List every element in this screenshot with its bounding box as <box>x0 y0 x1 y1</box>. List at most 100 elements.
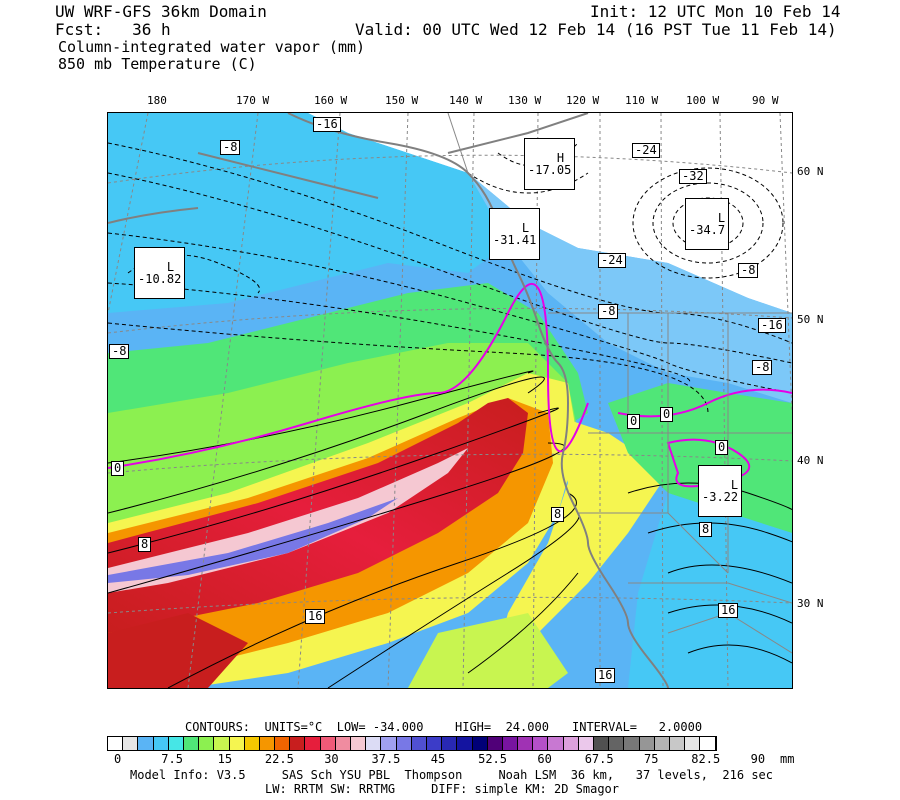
colorbar-swatch <box>442 737 458 750</box>
contour-label: -16 <box>313 117 341 132</box>
colorbar-swatch <box>138 737 154 750</box>
colorbar-swatch <box>199 737 215 750</box>
colorbar-swatch <box>609 737 625 750</box>
low-center-label: L -10.82 <box>134 247 186 299</box>
lon-label: 110 W <box>625 94 659 107</box>
colorbar-swatch <box>624 737 640 750</box>
colorbar-tick-label: 22.5 <box>264 752 294 766</box>
vapor-band-purple <box>108 498 398 583</box>
colorbar-swatch <box>290 737 306 750</box>
lon-label: 130 W <box>508 94 542 107</box>
colorbar-swatch <box>457 737 473 750</box>
colorbar-tick-label: 75 <box>644 752 659 766</box>
lon-label: 150 W <box>385 94 419 107</box>
colorbar-swatch <box>669 737 686 750</box>
high-center-label: H -17.05 <box>524 138 576 190</box>
low-center-label: L -3.22 <box>698 465 743 517</box>
colorbar-tick-label: 0 <box>114 752 122 766</box>
contour-label: 0 <box>715 440 729 455</box>
lon-label: 120 W <box>566 94 600 107</box>
colorbar-swatch <box>168 737 184 750</box>
lon-label: 140 W <box>449 94 483 107</box>
vapor-band-red-sw <box>108 613 248 688</box>
contour-label: -32 <box>679 169 707 184</box>
colorbar-swatch <box>183 737 200 750</box>
colorbar-tick-label: 7.5 <box>161 752 183 766</box>
colorbar-swatch <box>259 737 276 750</box>
vapor-band-cyan <box>108 113 508 313</box>
vapor-band-south <box>408 613 568 688</box>
graticule <box>108 113 792 688</box>
field-title-temp: 850 mb Temperature (C) <box>58 55 257 73</box>
colorbar-units: mm <box>780 752 795 766</box>
lon-label: 160 W <box>314 94 348 107</box>
contour-label: -8 <box>738 263 759 278</box>
lat-label: 40 N <box>797 454 824 467</box>
colorbar-swatch <box>305 737 321 750</box>
colorbar-tick-label: 37.5 <box>371 752 401 766</box>
colorbar-swatch <box>214 737 230 750</box>
colorbar-swatch <box>518 737 534 750</box>
contour-label: 0 <box>111 461 125 476</box>
colorbar-swatch <box>320 737 336 750</box>
colorbar-swatch <box>533 737 549 750</box>
forecast-hour: Fcst: 36 h <box>55 20 171 39</box>
colorbar-tick-label: 52.5 <box>478 752 507 766</box>
vapor-band-light <box>468 173 792 403</box>
colorbar-swatch <box>487 737 503 750</box>
colorbar-swatch <box>594 737 610 750</box>
low-center-label: L -31.41 <box>489 208 541 260</box>
vapor-band-interior-green <box>608 383 792 533</box>
lon-label: 100 W <box>686 94 720 107</box>
contour-label: 16 <box>718 603 739 618</box>
colorbar-swatch <box>472 737 488 750</box>
contour-label: 8 <box>138 537 152 552</box>
lon-label: 170 W <box>236 94 270 107</box>
lon-label: 180 <box>147 94 167 107</box>
colorbar-swatch <box>351 737 367 750</box>
contour-label: -8 <box>752 360 773 375</box>
colorbar-tick-label: 90 <box>750 752 766 766</box>
contour-label: 0 <box>627 414 641 429</box>
map-field-svg <box>108 113 792 688</box>
colorbar-swatch <box>244 737 260 750</box>
colorbar-swatch <box>639 737 655 750</box>
colorbar-tick-label: 30 <box>324 752 339 766</box>
colorbar-swatch <box>578 737 594 750</box>
lat-label: 50 N <box>797 313 824 326</box>
colorbar-tick-label: 60 <box>537 752 552 766</box>
model-info: Model Info: V3.5 SAS Sch YSU PBL Thompso… <box>130 768 773 782</box>
colorbar-swatch <box>563 737 579 750</box>
low-center-label: L -34.7 <box>685 198 730 250</box>
colorbar-swatch <box>229 737 245 750</box>
lat-label: 30 N <box>797 597 824 610</box>
colorbar-swatch <box>411 737 427 750</box>
zero-contour <box>108 282 792 488</box>
contour-label: -24 <box>598 253 626 268</box>
valid-time: Valid: 00 UTC Wed 12 Feb 14 (16 PST Tue … <box>355 20 837 39</box>
contour-label: -8 <box>220 140 241 155</box>
lat-label: 60 N <box>797 165 824 178</box>
contour-label: 8 <box>699 522 713 537</box>
init-time: Init: 12 UTC Mon 10 Feb 14 <box>590 2 841 21</box>
colorbar-tick-label: 45 <box>430 752 446 766</box>
vapor-band-interior-cyan <box>628 493 792 688</box>
contour-label: 8 <box>551 507 565 522</box>
contour-label: -8 <box>109 344 130 359</box>
vapor-band-interior <box>488 413 668 688</box>
colorbar-swatch <box>426 737 443 750</box>
colorbar-swatch <box>502 737 519 750</box>
contour-label: -24 <box>632 143 660 158</box>
colorbar-swatch <box>548 737 564 750</box>
contour-label: -8 <box>598 304 619 319</box>
colorbar-swatch <box>654 737 670 750</box>
contour-label: 16 <box>595 668 616 683</box>
colorbar-swatch <box>366 737 382 750</box>
colorbar-swatch <box>153 737 169 750</box>
field-title-vapor: Column-integrated water vapor (mm) <box>58 38 366 56</box>
contour-high: HIGH= 24.000 <box>455 720 549 734</box>
colorbar-swatch <box>381 737 397 750</box>
dry-region <box>308 113 792 313</box>
contour-label: -16 <box>758 318 786 333</box>
contour-interval: INTERVAL= 2.0000 <box>572 720 703 734</box>
